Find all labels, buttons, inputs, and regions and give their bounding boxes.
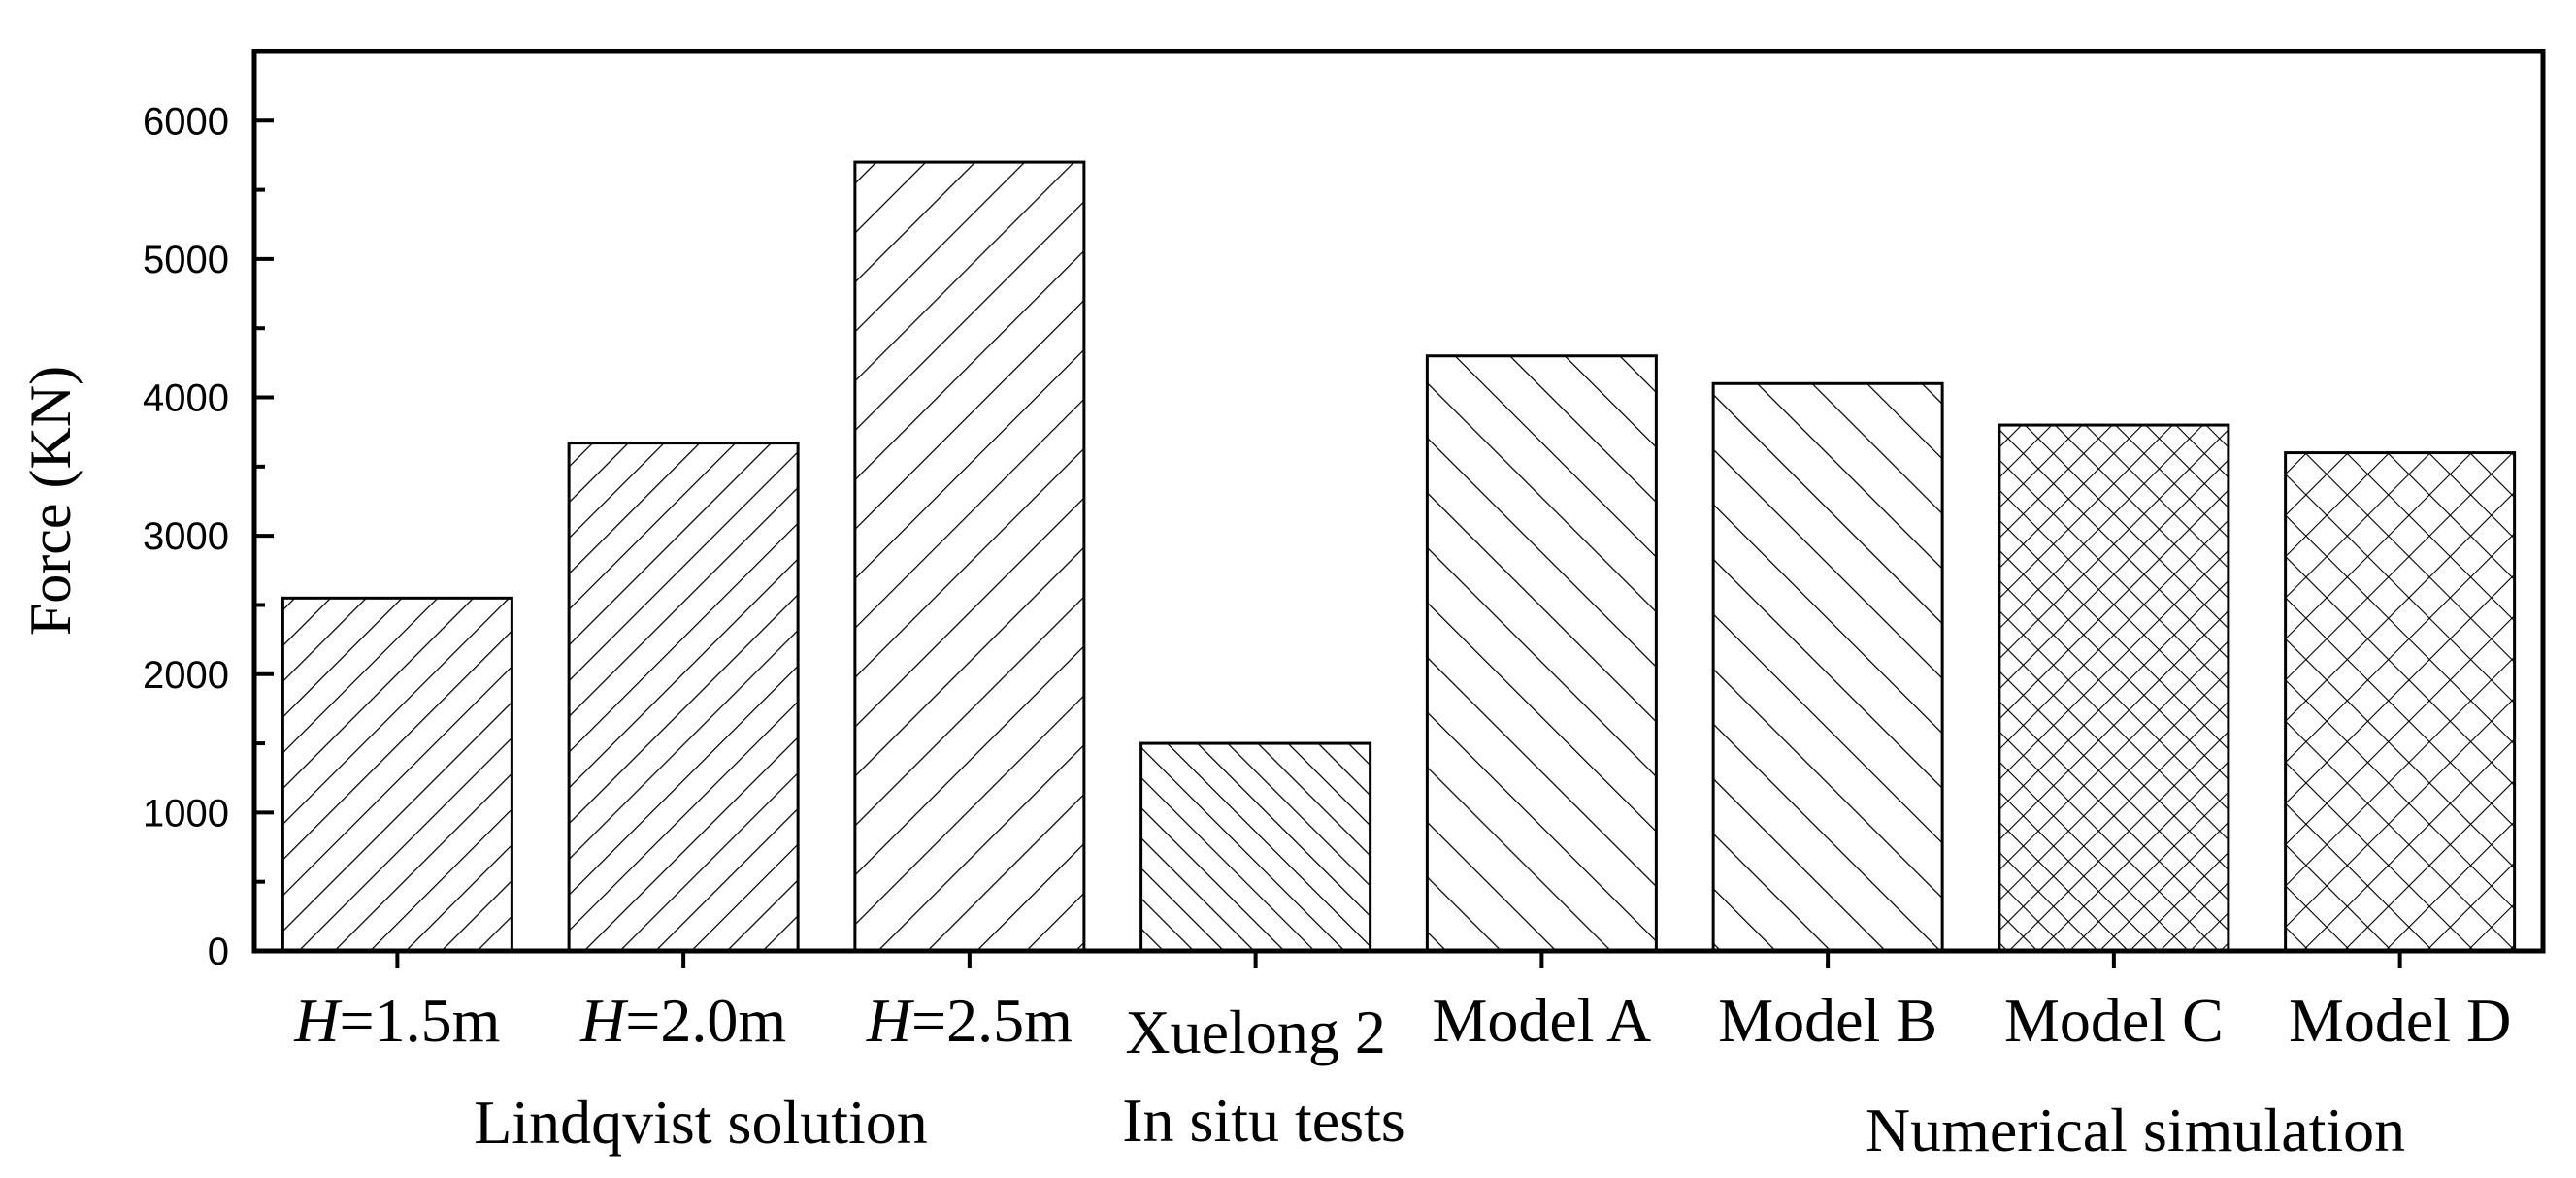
y-tick-label-5: 5000 bbox=[143, 239, 229, 281]
y-tick-label-3: 3000 bbox=[143, 515, 229, 558]
x-tick-label-3: Xuelong 2 bbox=[1125, 998, 1385, 1066]
plot-frame bbox=[251, 49, 2546, 954]
x-tick-label-text-1: =2.0m bbox=[625, 986, 786, 1055]
x-tick-label-italic-2: H bbox=[866, 986, 915, 1055]
x-tick-label-text-3: Xuelong 2 bbox=[1125, 998, 1385, 1066]
y-tick-label-2: 2000 bbox=[143, 654, 229, 697]
bar-4 bbox=[1425, 354, 1658, 953]
y-tick-label-0: 0 bbox=[208, 931, 229, 973]
bar-5 bbox=[1711, 381, 1944, 953]
bar-1 bbox=[567, 442, 800, 953]
x-tick-label-5: Model B bbox=[1718, 986, 1937, 1055]
x-tick-label-2: H=2.5m bbox=[866, 986, 1073, 1055]
x-axis: H=1.5m H=2.0m H=2.5m Xuelong 2 Model A Model … bbox=[293, 951, 2511, 1066]
bar-0 bbox=[281, 596, 513, 953]
x-tick-label-text-0: =1.5m bbox=[340, 986, 501, 1055]
y-tick-label-1: 1000 bbox=[143, 792, 229, 834]
x-tick-label-text-5: Model B bbox=[1718, 986, 1937, 1055]
bar-3 bbox=[1139, 741, 1372, 953]
bar-2 bbox=[853, 160, 1086, 953]
x-tick-label-1: H=2.0m bbox=[579, 986, 786, 1055]
bars-layer bbox=[281, 160, 2517, 953]
group-label-numerical: Numerical simulation bbox=[1866, 1096, 2405, 1164]
bar-6 bbox=[1998, 423, 2230, 953]
x-tick-label-text-2: =2.5m bbox=[911, 986, 1073, 1055]
x-tick-label-text-7: Model D bbox=[2289, 986, 2511, 1055]
x-tick-label-7: Model D bbox=[2289, 986, 2511, 1055]
x-tick-label-italic-0: H bbox=[293, 986, 343, 1055]
y-tick-label-6: 6000 bbox=[143, 100, 229, 143]
x-tick-label-text-4: Model A bbox=[1432, 986, 1651, 1055]
y-axis: 0 1000 2000 3000 4000 5000 6000 bbox=[143, 49, 274, 973]
x-tick-label-italic-1: H bbox=[579, 986, 629, 1055]
x-tick-label-text-6: Model C bbox=[2004, 986, 2224, 1055]
bar-7 bbox=[2284, 451, 2517, 953]
y-axis-title: Force (KN) bbox=[18, 366, 83, 636]
x-tick-label-0: H=1.5m bbox=[293, 986, 500, 1055]
group-label-lindqvist: Lindqvist solution bbox=[474, 1088, 928, 1157]
y-tick-label-4: 4000 bbox=[143, 377, 229, 420]
x-tick-label-4: Model A bbox=[1432, 986, 1651, 1055]
x-tick-label-6: Model C bbox=[2004, 986, 2224, 1055]
group-label-in-situ: In situ tests bbox=[1122, 1086, 1405, 1155]
